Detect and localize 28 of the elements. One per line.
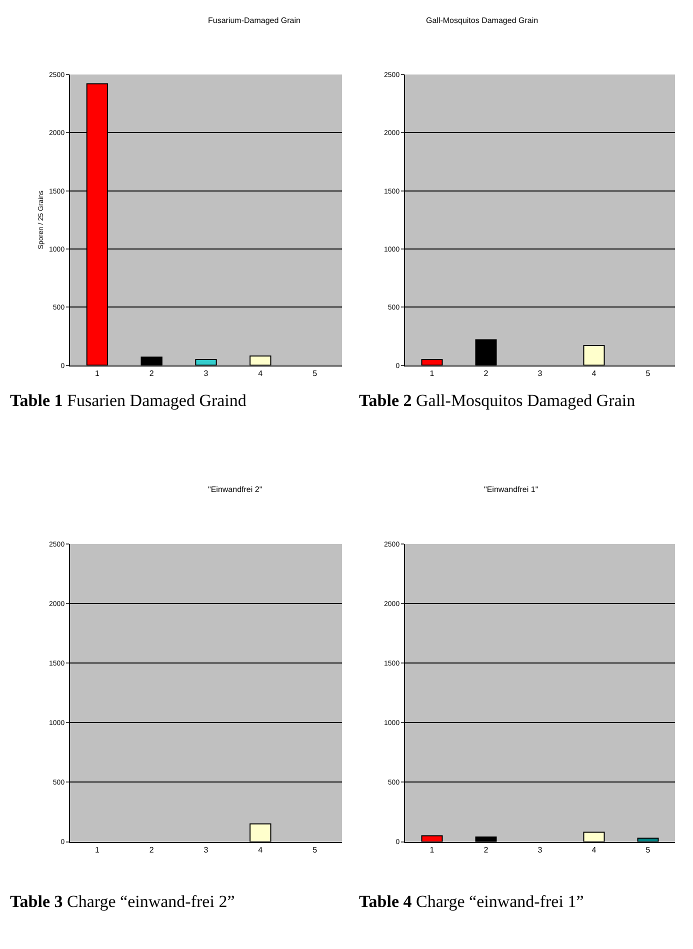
- x-tick-label: 1: [94, 845, 100, 854]
- x-tick-label: 3: [204, 368, 209, 378]
- x-tick-label: 5: [312, 845, 318, 854]
- x-tick-label: 2: [149, 845, 154, 854]
- x-tick-label: 5: [312, 368, 318, 378]
- x-tick-label: 3: [204, 845, 209, 854]
- x-tick-label: 4: [592, 368, 597, 378]
- caption: Table 3 Charge “einwand-frei 2”: [10, 892, 235, 911]
- x-tick-label: 4: [258, 368, 264, 378]
- x-tick-label: 3: [538, 845, 543, 854]
- caption: Table 4 Charge “einwand-frei 1”: [359, 892, 584, 911]
- x-tick-label: 2: [149, 368, 154, 378]
- x-tick-label: 3: [538, 368, 543, 378]
- x-tick-label: 5: [646, 368, 651, 378]
- x-tick-label: 1: [430, 368, 435, 378]
- x-tick-label: 2: [484, 368, 489, 378]
- x-tick-label: 4: [592, 845, 597, 854]
- x-tick-label: 1: [430, 845, 435, 854]
- x-tick-label: 1: [94, 368, 100, 378]
- chart-title: "Einwandfrei 2": [208, 485, 262, 494]
- chart-title: "Einwandfrei 1": [484, 485, 538, 494]
- x-tick-label: 4: [258, 845, 264, 854]
- caption: Table 2 Gall-Mosquitos Damaged Grain: [359, 391, 636, 410]
- chart-title: Gall-Mosquitos Damaged Grain: [426, 16, 538, 25]
- chart-title: Fusarium-Damaged Grain: [208, 16, 300, 25]
- x-tick-label: 5: [646, 845, 651, 854]
- x-tick-label: 2: [484, 845, 489, 854]
- caption: Table 1 Fusarien Damaged Graind: [10, 391, 247, 410]
